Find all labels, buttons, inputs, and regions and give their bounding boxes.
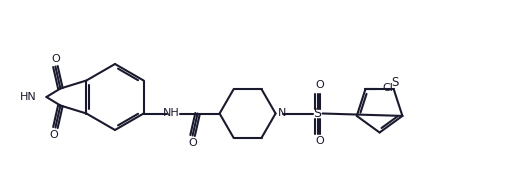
Text: S: S bbox=[391, 76, 398, 89]
Text: O: O bbox=[51, 54, 60, 63]
Text: HN: HN bbox=[20, 92, 36, 102]
Text: Cl: Cl bbox=[382, 83, 393, 93]
Text: NH: NH bbox=[163, 108, 180, 119]
Text: O: O bbox=[188, 139, 197, 148]
Text: N: N bbox=[277, 108, 286, 119]
Text: O: O bbox=[49, 131, 58, 140]
Text: S: S bbox=[314, 107, 321, 120]
Text: O: O bbox=[315, 81, 324, 90]
Text: O: O bbox=[315, 137, 324, 146]
